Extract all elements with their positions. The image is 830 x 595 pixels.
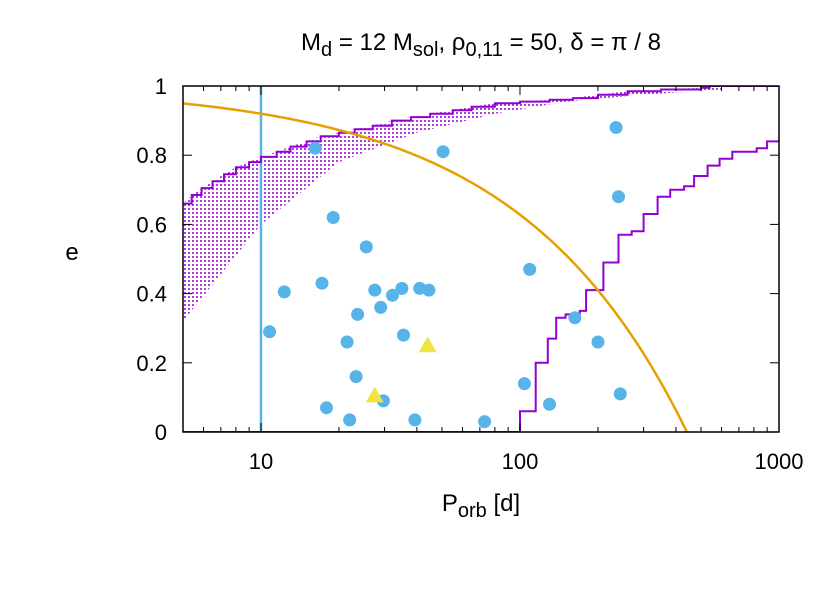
upper-envelope-line	[183, 86, 779, 205]
circle-point-23	[523, 262, 537, 276]
circle-point-4	[320, 401, 333, 415]
plot-frame	[182, 85, 780, 433]
circle-point-10	[359, 240, 373, 254]
x-axis-ticks: 10 100 1000	[182, 86, 804, 474]
circle-point-12	[374, 300, 388, 314]
tidal-step-line	[183, 139, 779, 432]
triangle-point-0	[365, 386, 384, 403]
circle-point-22	[517, 377, 531, 391]
circle-point-28	[612, 190, 625, 204]
circle-point-7	[343, 413, 357, 427]
circle-point-26	[591, 335, 605, 349]
x-tick-label: 100	[502, 449, 539, 474]
circle-point-17	[408, 413, 422, 427]
x-tick-label: 1000	[755, 449, 804, 474]
y-tick-label: 1	[155, 74, 167, 99]
plot-area	[183, 86, 779, 432]
triangle-point-1	[418, 336, 437, 353]
circle-point-1	[277, 285, 291, 299]
circle-point-3	[315, 276, 329, 290]
circle-point-2	[308, 141, 322, 155]
circle-point-5	[326, 211, 340, 224]
y-tick-label: 0.6	[136, 212, 167, 237]
hatched-region	[183, 86, 722, 322]
circle-point-20	[436, 145, 450, 159]
circle-point-19	[422, 283, 436, 297]
y-tick-label: 0.2	[136, 351, 167, 376]
circle-point-6	[340, 335, 354, 349]
circle-point-15	[395, 281, 409, 295]
circle-point-9	[351, 307, 365, 321]
x-tick-label: 10	[249, 449, 273, 474]
y-axis-ticks: 0 0.2 0.4 0.6 0.8 1	[136, 74, 779, 445]
circle-point-21	[478, 415, 492, 429]
circle-point-11	[368, 283, 382, 297]
orange-curve	[183, 102, 689, 432]
circle-point-0	[263, 325, 277, 339]
y-axis-label: e	[65, 239, 78, 266]
y-tick-label: 0.8	[136, 143, 167, 168]
triangle-points	[365, 336, 437, 403]
circle-point-24	[543, 397, 556, 411]
circle-points	[263, 121, 627, 429]
chart-title: Md = 12 Msol, ρ0,11 = 50, δ = π / 8	[301, 29, 661, 61]
circle-point-8	[349, 370, 363, 384]
y-tick-label: 0	[155, 420, 167, 445]
circle-point-16	[397, 328, 410, 342]
x-axis-label: Porb [d]	[442, 490, 520, 522]
y-tick-label: 0.4	[136, 282, 167, 307]
circle-point-14	[386, 288, 399, 302]
circle-point-29	[613, 387, 627, 401]
circle-point-27	[609, 121, 623, 134]
circle-point-25	[568, 311, 582, 325]
